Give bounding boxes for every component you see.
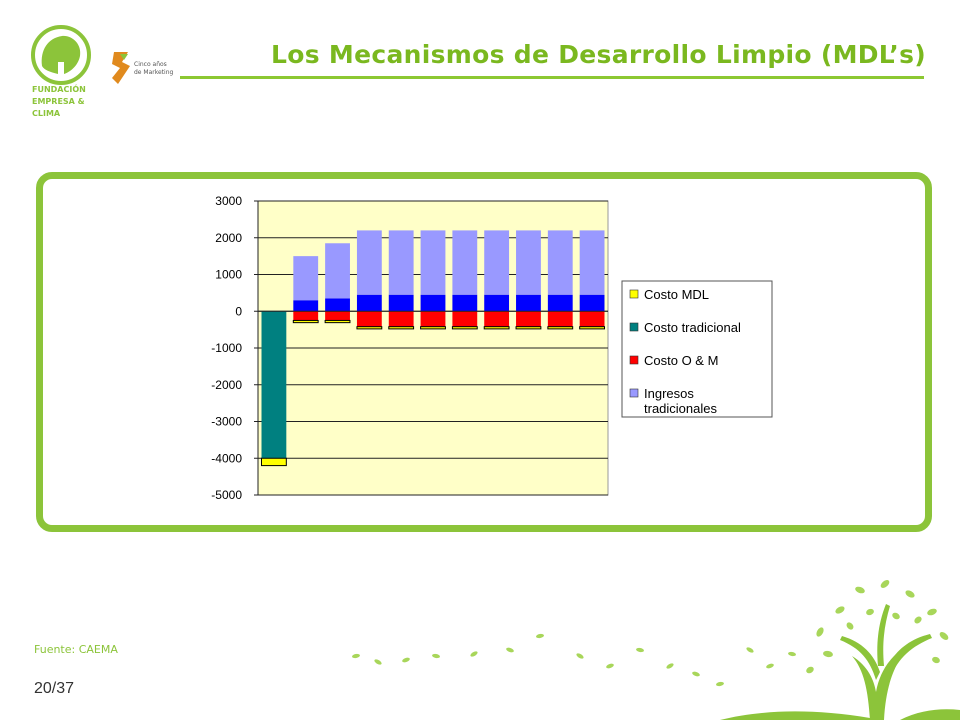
y-tick-label: -3000	[211, 415, 242, 429]
bar-ingresos-tradicionales	[547, 230, 573, 295]
bar-costo-o-m	[579, 311, 605, 327]
legend-label: Costo tradicional	[644, 320, 741, 335]
bar-costo-mdl	[292, 319, 319, 324]
bar-segment	[325, 298, 350, 312]
legend-box	[621, 280, 773, 418]
legend-label: Costo MDL	[644, 287, 709, 302]
partner-logo-text-1: Cinco años	[134, 61, 167, 68]
y-tick-label: -5000	[211, 488, 242, 502]
bar-costo-o-m	[420, 311, 446, 327]
y-tick-label: 0	[235, 304, 242, 318]
partner-logo-icon	[112, 52, 130, 84]
bar-costo-mdl	[515, 326, 542, 330]
bar-costo-tradicional	[261, 311, 287, 459]
legend-swatch	[629, 388, 639, 398]
stacked-bar-chart: 3000 2000 1000 0 -1000 -2000 -3000 -4000 -5000 Co…	[211, 194, 773, 502]
bar-costo-o-m	[356, 311, 382, 327]
bar-costo-o-m	[293, 311, 319, 321]
bar-segment	[356, 294, 382, 312]
bar-segment	[388, 294, 414, 312]
logo-line-2: EMPRESA &	[32, 97, 85, 106]
bar-segment	[420, 294, 446, 312]
fundacion-logo: FUNDACIÓN EMPRESA & CLIMA	[31, 25, 91, 118]
logo-line-1: FUNDACIÓN	[32, 83, 86, 94]
y-tick-label: -4000	[211, 451, 242, 465]
bar-ingresos-tradicionales	[420, 230, 446, 295]
bar-segment	[516, 294, 541, 312]
bar-costo-mdl	[261, 457, 287, 467]
page-title: Los Mecanismos de Desarrollo Limpio (MDL…	[271, 40, 926, 69]
source-note: Fuente: CAEMA	[34, 643, 118, 656]
logo-line-3: CLIMA	[32, 109, 61, 118]
bar-segment	[547, 294, 573, 312]
decorative-tree-icon	[352, 580, 960, 720]
bar-ingresos-tradicionales	[388, 230, 414, 295]
bar-costo-o-m	[325, 311, 350, 321]
bar-costo-mdl	[579, 326, 606, 330]
partner-logo-text-2: de Marketing	[134, 69, 174, 76]
legend-label: Ingresos tradicionales	[644, 386, 717, 416]
y-tick-label: 1000	[215, 268, 242, 282]
bar-costo-mdl	[420, 326, 446, 330]
bar-ingresos-tradicionales	[293, 256, 319, 301]
bar-segment	[579, 294, 605, 312]
bar-costo-mdl	[483, 326, 510, 330]
bar-costo-mdl	[324, 319, 351, 324]
bar-ingresos-tradicionales	[516, 230, 541, 295]
bar-ingresos-tradicionales	[484, 230, 510, 295]
y-tick-label: 3000	[215, 194, 242, 208]
title-underline	[180, 76, 924, 79]
bar-ingresos-tradicionales	[579, 230, 605, 295]
y-tick-label: -2000	[211, 378, 242, 392]
legend-label: Costo O & M	[644, 353, 718, 368]
y-tick-label: 2000	[215, 231, 242, 245]
bar-costo-o-m	[516, 311, 541, 327]
legend-swatch	[629, 322, 639, 332]
y-tick-label: -1000	[211, 341, 242, 355]
bar-costo-mdl	[451, 326, 478, 330]
bar-segment	[452, 294, 478, 312]
bar-segment	[484, 294, 510, 312]
legend-swatch	[629, 355, 639, 365]
partner-logo: Cinco años de Marketing	[112, 52, 174, 84]
bar-ingresos-tradicionales	[356, 230, 382, 295]
bar-ingresos-tradicionales	[325, 243, 350, 299]
bar-costo-mdl	[547, 326, 574, 330]
bar-costo-mdl	[388, 326, 415, 330]
logo-tree-icon	[41, 35, 81, 74]
page-number: 20/37	[34, 680, 75, 697]
bar-costo-o-m	[452, 311, 478, 327]
bar-segment	[293, 300, 319, 312]
legend-swatch	[629, 289, 639, 299]
bar-costo-o-m	[484, 311, 510, 327]
bar-ingresos-tradicionales	[452, 230, 478, 295]
bar-costo-mdl	[356, 326, 383, 330]
bar-costo-o-m	[388, 311, 414, 327]
bar-costo-o-m	[547, 311, 573, 327]
